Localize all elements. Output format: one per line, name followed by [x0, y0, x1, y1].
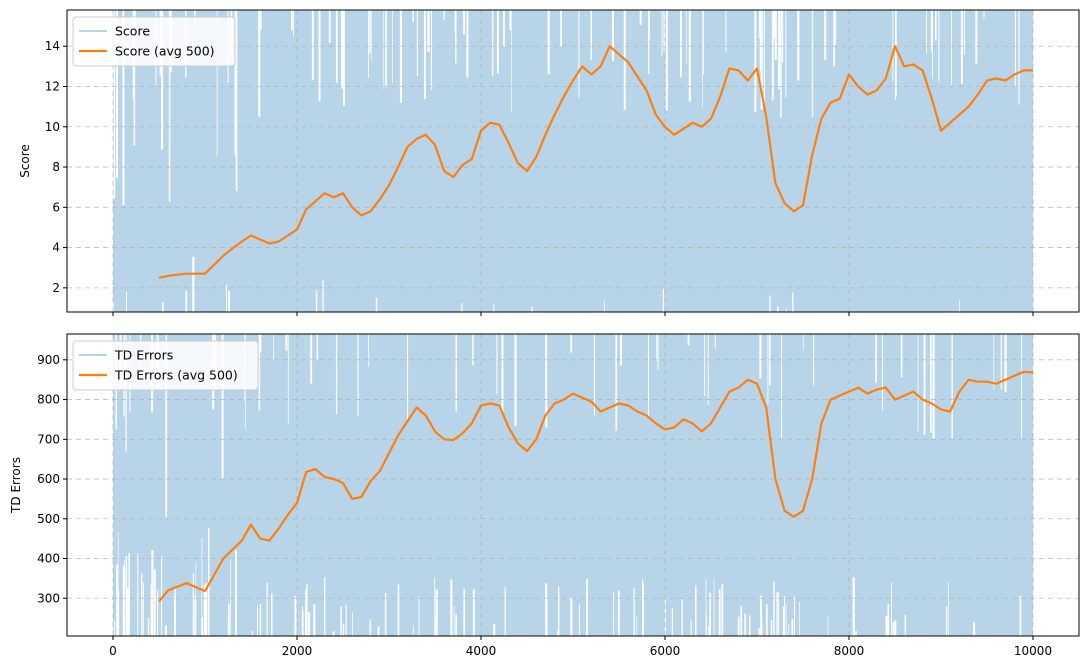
raw-fill: [113, 334, 1033, 636]
y-axis-label: TD Errors: [9, 457, 23, 514]
y-tick-label: 6: [52, 200, 60, 214]
y-tick-label: 8: [52, 160, 60, 174]
x-tick-label: 2000: [282, 644, 313, 658]
y-axis-label: Score: [18, 144, 32, 178]
axes-frame: [66, 9, 1080, 313]
x-tick-label: 8000: [834, 644, 865, 658]
raw-series-2: [113, 334, 1034, 636]
legend-label: Score: [115, 24, 150, 39]
y-tick-label: 500: [37, 512, 60, 526]
x-tick-label: 6000: [650, 644, 681, 658]
legend: Score Score (avg 500): [72, 16, 236, 67]
y-tick-label: 10: [45, 120, 60, 134]
panel-2: 0 2000 4000 6000 8000 10000 300 400 500 600 700 800…: [9, 333, 1080, 658]
series-line-2-1: [158, 370, 1034, 603]
legend-box: [72, 16, 236, 67]
legend-label: TD Errors (avg 500): [114, 368, 238, 383]
y-tick-label: 900: [37, 353, 60, 367]
axes-frame: [66, 333, 1080, 637]
raw-series-1: [113, 10, 1033, 312]
y-tick-label: 700: [37, 432, 60, 446]
y-tick-label: 2: [52, 281, 60, 295]
y-tick-label: 400: [37, 552, 60, 566]
y-tick-label: 300: [37, 591, 60, 605]
y-tick-label: 4: [52, 241, 60, 255]
legend-label: TD Errors: [114, 348, 173, 363]
x-tick-label: 4000: [466, 644, 497, 658]
y-tick-label: 12: [45, 80, 60, 94]
panel-1: 2 4 6 8 10 12 14 Score Score Score (avg 500): [18, 9, 1080, 316]
x-tick-label: 0: [109, 644, 117, 658]
y-tick-label: 800: [37, 393, 60, 407]
legend-box: [72, 340, 259, 391]
y-tick-label: 14: [45, 39, 60, 53]
raw-fill: [113, 10, 1033, 312]
legend-label: Score (avg 500): [115, 44, 215, 59]
y-tick-label: 600: [37, 472, 60, 486]
legend: TD Errors TD Errors (avg 500): [72, 340, 259, 391]
x-tick-label: 10000: [1014, 644, 1052, 658]
series-line-1-1: [158, 45, 1033, 279]
